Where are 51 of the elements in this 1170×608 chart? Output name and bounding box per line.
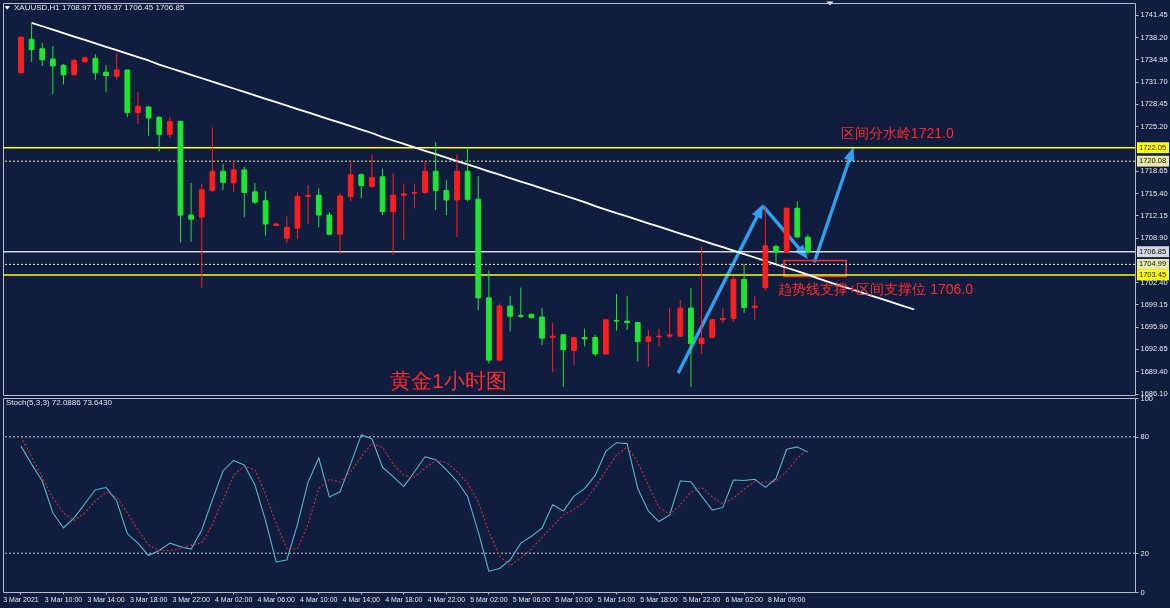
candlestick — [28, 22, 35, 63]
candlestick — [443, 179, 450, 216]
annotation: 黄金1小时图 — [389, 369, 507, 392]
candlestick — [241, 166, 248, 218]
candlestick — [283, 215, 290, 244]
chart-title: XAUUSD,H1 1708.97 1709.37 1706.45 1706.85 — [14, 3, 185, 12]
candlestick — [145, 105, 152, 137]
candlestick — [347, 159, 354, 202]
candlestick — [751, 295, 758, 321]
candlestick — [220, 163, 226, 191]
candlestick — [634, 321, 641, 362]
candlestick — [262, 190, 269, 237]
candlestick — [517, 287, 524, 319]
candlestick — [390, 172, 397, 256]
candlestick — [92, 53, 99, 81]
candlestick — [645, 329, 652, 368]
candlestick — [369, 153, 375, 189]
candlestick — [188, 182, 195, 243]
candlestick — [315, 187, 322, 228]
candlestick — [358, 172, 365, 199]
candlestick — [571, 336, 577, 366]
candlestick — [39, 42, 46, 67]
annotation: 区间分水岭1721.0 — [840, 125, 954, 142]
candlestick — [549, 321, 556, 373]
candlestick — [305, 184, 311, 225]
candlestick — [230, 159, 237, 193]
candlestick — [666, 307, 673, 339]
candlestick — [103, 64, 109, 93]
candlestick — [326, 211, 333, 236]
candlestick — [113, 52, 120, 81]
candlestick — [422, 161, 428, 195]
candlestick — [624, 295, 631, 331]
candlestick — [560, 333, 567, 388]
candlestick — [411, 183, 418, 209]
candlestick — [805, 233, 811, 255]
candlestick — [539, 307, 545, 346]
candlestick — [592, 334, 599, 358]
candlestick — [432, 141, 439, 211]
candlestick — [60, 63, 67, 85]
candlestick — [400, 183, 407, 241]
candlestick — [49, 45, 56, 95]
candlestick — [613, 293, 620, 332]
candlestick — [166, 116, 173, 139]
candlestick — [156, 116, 163, 152]
candlestick — [698, 246, 705, 355]
candlestick — [135, 91, 141, 125]
chart-title: Stoch(5,3,3) 72.0886 73.6430 — [6, 398, 113, 407]
candlestick — [773, 243, 779, 264]
candlestick — [209, 127, 216, 193]
candlestick — [252, 182, 258, 205]
candlestick — [507, 295, 514, 332]
